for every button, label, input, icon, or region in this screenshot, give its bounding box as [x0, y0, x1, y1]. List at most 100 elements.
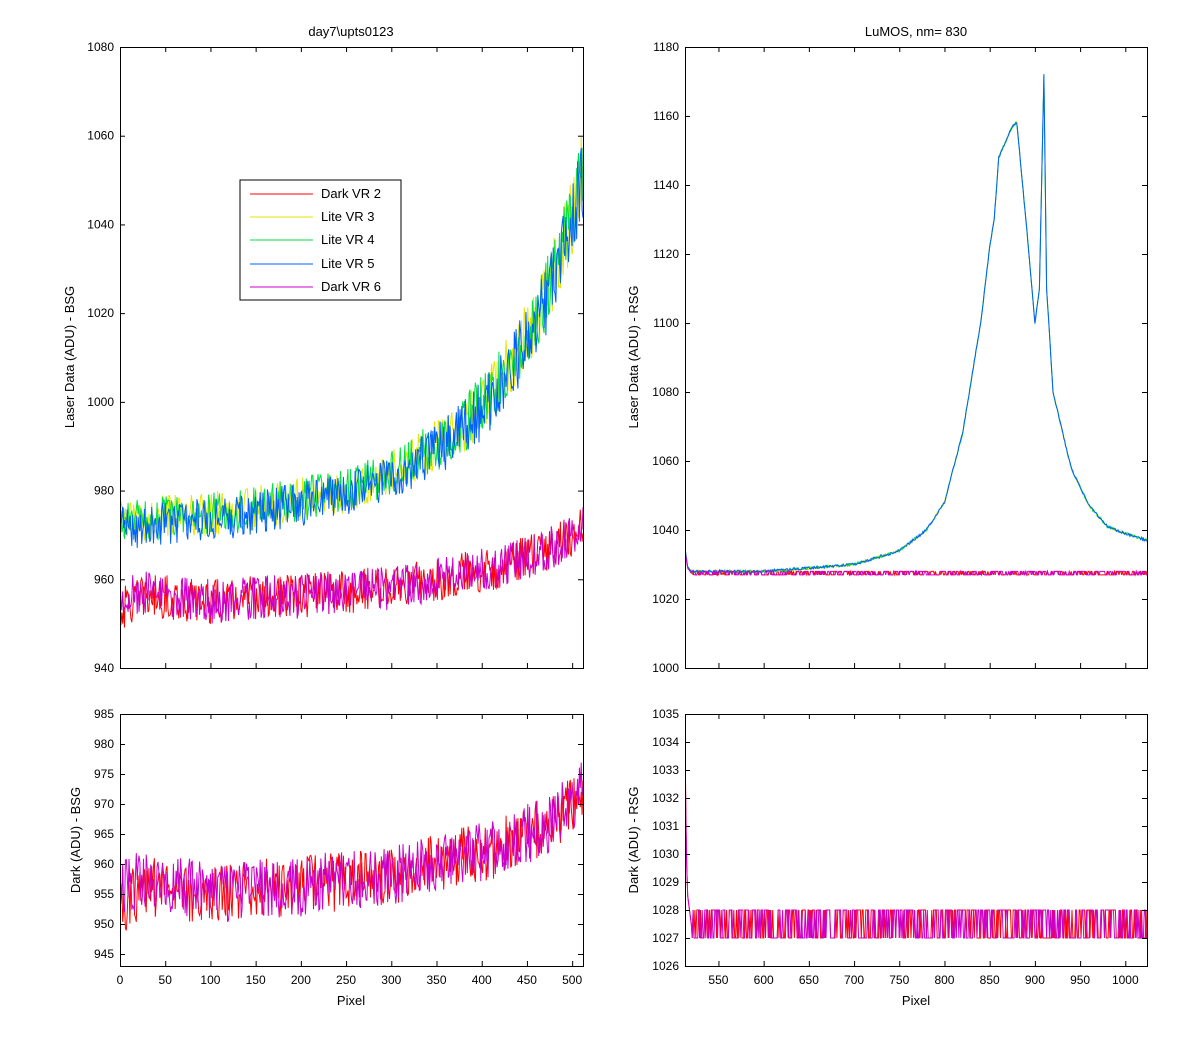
y-tick-label: 1020 [87, 306, 114, 320]
y-tick-label: 1030 [652, 847, 679, 861]
x-tick-label: 700 [844, 973, 864, 987]
ylabel-top-left: Laser Data (ADU) - BSG [62, 286, 77, 428]
y-tick-label: 1080 [87, 40, 114, 54]
x-tick-label: 850 [980, 973, 1000, 987]
y-tick-label: 1040 [652, 523, 679, 537]
axes-frame [685, 47, 1148, 669]
x-tick-label: 0 [117, 973, 124, 987]
y-tick-label: 1035 [652, 707, 679, 721]
x-tick-label: 1000 [1112, 973, 1139, 987]
y-tick-label: 1180 [653, 40, 679, 54]
axes-bottom-right: Dark (ADU) - RSG Pixel 550 600 650 700 750 80… [626, 707, 1148, 1008]
series-line-lite-vr-5 [685, 74, 1147, 574]
series-lines [685, 741, 1147, 939]
y-tick-label: 980 [94, 737, 114, 751]
x-tick-label: 800 [934, 973, 954, 987]
y-tick-label: 1029 [652, 875, 679, 889]
series-line-dark-vr-6 [120, 762, 583, 923]
x-tick-label: 50 [159, 973, 173, 987]
y-tick-label: 985 [94, 707, 114, 721]
y-tick-label: 960 [94, 857, 114, 871]
y-tick-label: 1080 [652, 385, 679, 399]
ylabel-bottom-left: Dark (ADU) - BSG [68, 787, 83, 893]
series-lines [685, 74, 1147, 577]
legend-entry-dark-vr-6: Dark VR 6 [250, 279, 381, 294]
title-top-right: LuMOS, nm= 830 [865, 24, 967, 39]
plot-area-top-right: 1000 1020 1040 1060 1080 1100 1120 1140 1160 1180 [652, 40, 1148, 675]
series-line-dark-vr-6 [685, 550, 1147, 577]
legend-label: Lite VR 5 [321, 256, 374, 271]
legend-label: Dark VR 6 [321, 279, 381, 294]
y-tick-label: 955 [94, 887, 114, 901]
x-tick-label: 750 [889, 973, 909, 987]
y-tick-label: 1033 [652, 763, 679, 777]
series-lines [120, 136, 583, 628]
x-tick-label: 600 [754, 973, 774, 987]
legend-top-left: Dark VR 2 Lite VR 3 Lite VR 4 Lite VR 5 … [239, 179, 402, 301]
x-tick-label: 100 [200, 973, 220, 987]
y-tick-label: 960 [94, 572, 114, 586]
x-tick-label: 950 [1070, 973, 1090, 987]
axes-frame [685, 714, 1148, 967]
y-tick-label: 980 [94, 484, 114, 498]
series-line-dark-vr-6 [685, 741, 1147, 939]
x-tick-label: 250 [336, 973, 356, 987]
plot-area-bottom-left: 0 50 100 150 200 250 300 350 400 450 500 945 950 955 9… [94, 707, 584, 987]
y-tick-label: 1027 [652, 931, 679, 945]
y-tick-label: 1140 [653, 178, 679, 192]
legend-entry-lite-vr-3: Lite VR 3 [250, 209, 374, 224]
y-tick-label: 950 [94, 917, 114, 931]
y-tick-label: 970 [94, 797, 114, 811]
y-tick-label: 1000 [652, 661, 679, 675]
plot-area-bottom-right: 550 600 650 700 750 800 850 900 950 1000 1026 1027 1… [652, 707, 1148, 987]
axes-top-left: day7\upts0123 Laser Data (ADU) - BSG 940… [62, 24, 584, 675]
legend-entry-lite-vr-5: Lite VR 5 [250, 256, 374, 271]
ylabel-top-right: Laser Data (ADU) - RSG [626, 285, 641, 428]
x-tick-label: 150 [246, 973, 266, 987]
axes-frame [120, 714, 584, 967]
legend-entry-dark-vr-2: Dark VR 2 [250, 186, 381, 201]
series-line-lite-vr-4 [120, 147, 583, 541]
xlabel-bottom-left: Pixel [337, 993, 365, 1008]
x-tick-label: 300 [381, 973, 401, 987]
y-tick-label: 1060 [87, 129, 114, 143]
x-tick-label: 350 [426, 973, 446, 987]
y-tick-label: 1120 [653, 247, 679, 261]
y-tick-label: 1034 [652, 735, 679, 749]
series-line-lite-vr-5 [120, 148, 583, 548]
legend-label: Lite VR 4 [321, 232, 374, 247]
series-line-dark-vr-6 [120, 507, 583, 624]
x-tick-label: 900 [1025, 973, 1045, 987]
y-tick-label: 1028 [652, 903, 679, 917]
x-tick-label: 650 [799, 973, 819, 987]
y-tick-label: 1031 [652, 819, 679, 833]
y-tick-label: 1100 [653, 316, 679, 330]
x-tick-label: 550 [708, 973, 728, 987]
y-tick-label: 1032 [652, 791, 679, 805]
series-lines [120, 762, 583, 931]
axes-top-right: LuMOS, nm= 830 Laser Data (ADU) - RSG 10… [626, 24, 1148, 675]
y-tick-label: 1040 [87, 217, 114, 231]
y-tick-label: 1020 [652, 592, 679, 606]
xlabel-bottom-right: Pixel [902, 993, 930, 1008]
legend-label: Lite VR 3 [321, 209, 374, 224]
axes-bottom-left: Dark (ADU) - BSG Pixel 0 50 100 150 200 250 30… [68, 707, 584, 1008]
y-tick-label: 945 [94, 947, 114, 961]
ylabel-bottom-right: Dark (ADU) - RSG [626, 787, 641, 894]
y-tick-label: 965 [94, 827, 114, 841]
title-top-left: day7\upts0123 [308, 24, 393, 39]
y-tick-label: 1060 [652, 454, 679, 468]
x-tick-label: 500 [562, 973, 582, 987]
y-tick-label: 1026 [652, 959, 679, 973]
plot-area-top-left: 940 960 980 1000 1020 1040 1060 1080 [87, 40, 584, 675]
x-tick-label: 450 [517, 973, 537, 987]
x-tick-label: 200 [291, 973, 311, 987]
y-tick-label: 940 [94, 661, 114, 675]
x-tick-label: 400 [472, 973, 492, 987]
axes-frame [120, 47, 584, 669]
y-tick-label: 1000 [87, 395, 114, 409]
y-tick-label: 1160 [653, 109, 679, 123]
y-tick-label: 975 [94, 767, 114, 781]
